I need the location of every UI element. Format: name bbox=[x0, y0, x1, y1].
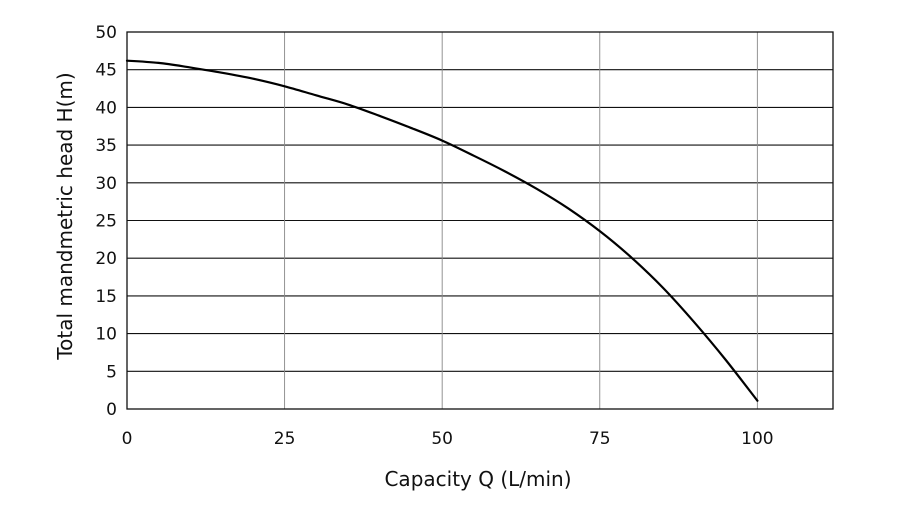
y-tick-label: 5 bbox=[106, 362, 117, 382]
y-tick-label: 25 bbox=[95, 212, 117, 232]
y-tick-label: 50 bbox=[95, 23, 117, 43]
gridlines bbox=[127, 32, 833, 409]
y-axis-title: Total mandmetric head H(m) bbox=[53, 72, 77, 360]
head-capacity-curve bbox=[125, 59, 759, 402]
y-tick-label: 35 bbox=[95, 136, 117, 156]
x-tick-label: 100 bbox=[741, 429, 773, 449]
x-tick-label: 75 bbox=[589, 429, 611, 449]
y-tick-label: 40 bbox=[95, 98, 117, 118]
series-layer bbox=[125, 59, 759, 402]
x-axis-title: Capacity Q (L/min) bbox=[384, 467, 571, 491]
x-tick-label: 50 bbox=[431, 429, 453, 449]
y-tick-label: 15 bbox=[95, 287, 117, 307]
y-tick-label: 30 bbox=[95, 174, 117, 194]
y-tick-label: 45 bbox=[95, 61, 117, 81]
y-tick-label: 0 bbox=[106, 400, 117, 420]
plot-area-frame bbox=[126, 31, 834, 410]
x-tick-label: 0 bbox=[122, 429, 133, 449]
tick-labels: 0 5 10 15 20 25 30 35 40 45 50 0 25 50 75 100 bbox=[95, 23, 773, 449]
x-tick-label: 25 bbox=[274, 429, 296, 449]
y-tick-label: 10 bbox=[95, 325, 117, 345]
y-tick-label: 20 bbox=[95, 249, 117, 269]
